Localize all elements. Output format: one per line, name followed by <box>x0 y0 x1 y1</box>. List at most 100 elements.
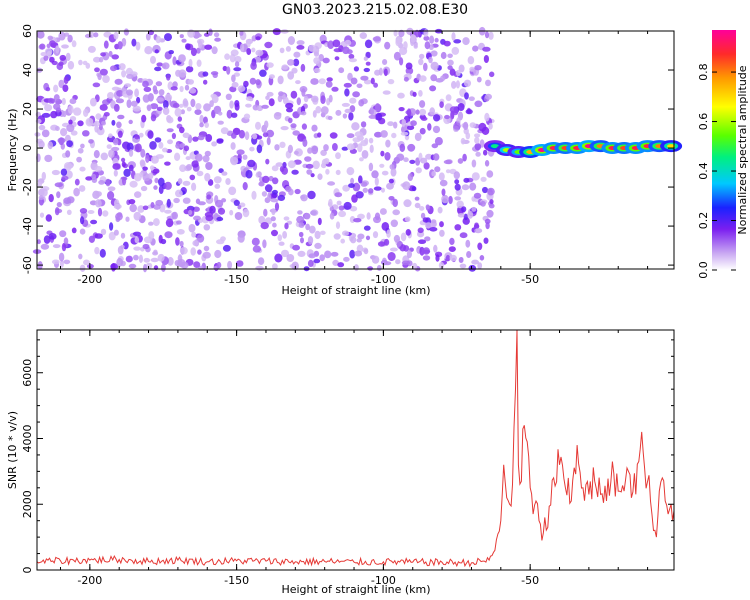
spectrogram-cell <box>327 115 333 121</box>
spectrogram-cell <box>40 243 50 250</box>
spectrogram-cell <box>430 50 438 57</box>
spectrogram-cell <box>307 236 314 245</box>
spectrogram-cell <box>410 34 417 40</box>
spectrogram-cell <box>77 148 84 154</box>
spectrogram-cell <box>349 205 358 212</box>
spectrogram-cell <box>389 164 395 170</box>
spectrogram-cell <box>191 182 197 191</box>
spectrogram-cell <box>399 46 408 56</box>
spectrogram-cell <box>271 229 278 237</box>
spectrogram-cell <box>334 192 343 198</box>
spectrogram-cell <box>228 186 237 196</box>
spectrogram-cell <box>79 228 86 235</box>
spectrogram-cell <box>158 234 163 244</box>
spectrogram-cell <box>348 112 354 121</box>
spectrogram-cell <box>113 103 120 112</box>
spectrogram-cell <box>285 46 291 52</box>
spectrogram-cell <box>56 202 62 208</box>
spectrogram-cell <box>368 114 377 119</box>
spectrogram-cell <box>356 238 362 243</box>
spectrogram-cell <box>298 222 305 228</box>
spectrogram-cell <box>150 202 155 209</box>
spectrogram-cell <box>59 230 67 238</box>
spectrogram-cell <box>307 147 313 154</box>
spectrogram-cell <box>304 213 311 220</box>
spectrogram-cell <box>155 81 163 87</box>
spectrogram-cell <box>263 208 268 217</box>
spectrogram-cell <box>108 149 115 158</box>
spectrogram-cell <box>52 244 61 249</box>
spectrogram-cell <box>43 235 51 244</box>
spectrogram-cell <box>478 122 487 132</box>
spectrogram-cell <box>171 132 176 140</box>
spectrogram-cell <box>307 190 316 200</box>
spectrogram-cell <box>272 189 278 195</box>
spectrogram-cell <box>466 251 472 258</box>
spectrogram-cell <box>65 52 71 62</box>
spectrogram-cell <box>487 187 495 196</box>
spectrogram-cell <box>348 183 355 189</box>
spectrogram-cell <box>474 133 481 138</box>
spectrogram-cell <box>403 76 409 82</box>
spectrogram-cell <box>229 86 237 93</box>
spectrogram-cell <box>177 259 186 268</box>
spectrogram-cell <box>314 242 322 249</box>
signal-peak <box>490 144 499 149</box>
spectrogram-cell <box>423 35 430 41</box>
spectrogram-cell <box>461 206 467 213</box>
spectrogram-cell <box>73 107 82 116</box>
spectrogram-cell <box>214 249 222 259</box>
spectrogram-cell <box>55 126 60 131</box>
spectrogram-cell <box>132 105 141 112</box>
spectrogram-y-ticks: -60 -40 -20 0 20 40 60 <box>21 24 674 274</box>
spectrogram-cell <box>465 109 473 115</box>
spectrogram-cell <box>94 246 100 255</box>
spectrogram-cell <box>99 248 106 258</box>
spectrogram-cell <box>427 123 432 131</box>
spectrogram-cell <box>445 169 451 174</box>
spectrogram-cell <box>279 166 285 173</box>
x-tick-label: -100 <box>371 574 396 587</box>
spectrogram-cell <box>97 73 102 81</box>
spectrogram-cell <box>284 222 289 230</box>
spectrogram-cell <box>153 185 158 190</box>
spectrogram-cell <box>419 206 425 211</box>
spectrogram-cell <box>335 152 341 160</box>
spectrogram-cell <box>66 196 75 204</box>
spectrogram-cell <box>110 65 117 72</box>
spectrogram-cell <box>139 132 144 138</box>
snr-background <box>37 330 674 570</box>
spectrogram-cell <box>240 43 245 52</box>
spectrogram-cell <box>294 188 301 195</box>
spectrogram-cell <box>474 136 480 144</box>
spectrogram-cell <box>414 196 420 201</box>
spectrogram-cell <box>486 170 494 178</box>
spectrogram-cell <box>186 164 193 171</box>
spectrogram-cell <box>83 108 89 117</box>
spectrogram-cell <box>413 44 418 49</box>
spectrogram-cell <box>203 103 211 112</box>
spectrogram-cell <box>320 95 326 104</box>
spectrogram-cell <box>423 29 429 37</box>
spectrogram-cell <box>175 189 183 198</box>
spectrogram-cell <box>460 137 466 145</box>
spectrogram-cell <box>396 153 405 161</box>
spectrogram-cell <box>153 218 160 227</box>
spectrogram-cell <box>364 39 373 49</box>
spectrogram-cell <box>380 150 385 157</box>
spectrogram-cell <box>424 236 431 242</box>
spectrogram-cell <box>179 85 184 93</box>
spectrogram-cell <box>287 71 295 80</box>
spectrogram-cell <box>303 95 309 103</box>
spectrogram-cell <box>237 234 245 243</box>
spectrogram-cell <box>234 61 240 68</box>
spectrogram-cell <box>257 257 265 265</box>
spectrogram-cell <box>152 251 159 256</box>
spectrogram-cell <box>319 230 326 235</box>
spectrogram-cell <box>381 257 387 266</box>
spectrogram-cell <box>154 49 159 54</box>
spectrogram-cell <box>256 171 262 177</box>
spectrogram-cell <box>409 159 416 164</box>
spectrogram-cell <box>179 34 184 39</box>
colorbar-tick-label: 0.0 <box>697 261 710 279</box>
